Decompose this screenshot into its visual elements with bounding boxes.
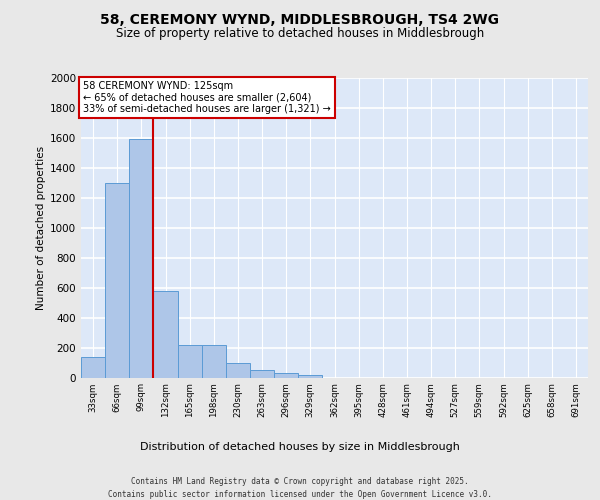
Text: 58, CEREMONY WYND, MIDDLESBROUGH, TS4 2WG: 58, CEREMONY WYND, MIDDLESBROUGH, TS4 2W… — [101, 12, 499, 26]
Bar — [250, 370, 274, 378]
Bar — [178, 344, 202, 378]
Bar — [274, 373, 298, 378]
Bar — [202, 344, 226, 378]
Bar — [226, 362, 250, 378]
Text: 58 CEREMONY WYND: 125sqm
← 65% of detached houses are smaller (2,604)
33% of sem: 58 CEREMONY WYND: 125sqm ← 65% of detach… — [83, 81, 331, 114]
Text: Contains HM Land Registry data © Crown copyright and database right 2025.
Contai: Contains HM Land Registry data © Crown c… — [108, 477, 492, 499]
Bar — [154, 290, 178, 378]
Text: Distribution of detached houses by size in Middlesbrough: Distribution of detached houses by size … — [140, 442, 460, 452]
Y-axis label: Number of detached properties: Number of detached properties — [36, 146, 46, 310]
Bar — [129, 139, 154, 378]
Bar — [298, 374, 322, 378]
Bar — [105, 183, 129, 378]
Text: Size of property relative to detached houses in Middlesbrough: Size of property relative to detached ho… — [116, 28, 484, 40]
Bar — [81, 356, 105, 378]
